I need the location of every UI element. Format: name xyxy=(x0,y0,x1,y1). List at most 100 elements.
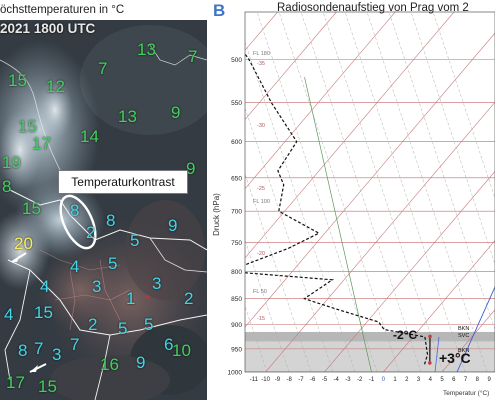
temperature-tick-label: -5 xyxy=(322,377,328,383)
temperature-label: 17 xyxy=(32,134,51,153)
contrast-highlight-ellipse xyxy=(59,194,97,250)
temperature-axis-label: Temperatur (°C) xyxy=(443,390,490,397)
temperature-label: 15 xyxy=(8,71,27,90)
temperature-label: 5 xyxy=(144,315,154,334)
isotherm-line xyxy=(324,170,495,372)
temperature-label: 7 xyxy=(188,47,198,66)
map-title: öchsttemperaturen in °C xyxy=(0,0,207,20)
cloud-label-bkn-1: BKN xyxy=(458,326,470,332)
sounding-series-0 xyxy=(245,52,429,366)
temperature-tick-label: 3 xyxy=(417,377,421,383)
temperature-label: 20 xyxy=(14,234,33,253)
temperature-tick-label: -9 xyxy=(275,377,281,383)
isotherm-line xyxy=(383,240,495,372)
temperature-label: 4 xyxy=(70,257,80,276)
temperature-label: 16 xyxy=(100,355,119,374)
temperature-label: 8 xyxy=(70,201,80,220)
temperature-label: 19 xyxy=(2,153,21,172)
temperature-label: 15 xyxy=(38,377,57,396)
wind-trace-line xyxy=(456,285,495,372)
dry-adiabat-line xyxy=(256,12,378,372)
temperature-label: 17 xyxy=(6,373,25,392)
temperature-label: 3 xyxy=(92,277,102,296)
temperature-tick-label: -1 xyxy=(369,377,375,383)
pressure-tick-label: 1000 xyxy=(228,370,243,377)
temperature-label: 13 xyxy=(118,107,137,126)
temperature-label: 2 xyxy=(88,315,98,334)
temperature-label: 1 xyxy=(126,289,136,308)
cloud-label-svc: SVC xyxy=(458,333,470,339)
temperature-tick-label: 9 xyxy=(487,377,491,383)
pressure-tick-label: 750 xyxy=(231,240,242,247)
annotation-minus-2: -2°C xyxy=(393,328,418,342)
temperature-label: 14 xyxy=(80,127,99,146)
isotherm-line xyxy=(245,12,396,190)
cloud-label-bkn-2: BKN xyxy=(458,348,470,354)
temperature-tick-label: -10 xyxy=(261,377,270,383)
temperature-tick-label: 7 xyxy=(464,377,468,383)
temperature-label: 15 xyxy=(22,199,41,218)
temperature-label: 8 xyxy=(2,177,12,196)
flight-level-label: FL 100 xyxy=(253,199,270,205)
temperature-tick-label: 5 xyxy=(440,377,444,383)
satellite-background xyxy=(0,0,207,400)
dry-adiabat-line xyxy=(432,12,495,199)
pressure-tick-label: 550 xyxy=(231,100,242,107)
temperature-label: 9 xyxy=(136,353,146,372)
isotherm-line xyxy=(245,32,495,328)
temperature-tick-label: 6 xyxy=(452,377,456,383)
temperature-label: 9 xyxy=(168,216,178,235)
pressure-tick-label: 850 xyxy=(231,296,242,303)
temperature-label: 5 xyxy=(118,319,128,338)
temperature-tick-label: 8 xyxy=(476,377,480,383)
mixing-ratio-line xyxy=(304,77,372,372)
lower-trace-line xyxy=(434,336,440,372)
dry-adiabat-line xyxy=(322,12,444,372)
temperature-label: 4 xyxy=(40,277,50,296)
temperature-tick-label: -3 xyxy=(345,377,351,383)
isotherm-line xyxy=(265,101,495,372)
temperature-label: 13 xyxy=(137,40,156,59)
temperature-tick-label: -4 xyxy=(334,377,340,383)
temperature-label: 2 xyxy=(86,223,96,242)
flight-level-label: FL 180 xyxy=(253,51,270,57)
marker-plus-3 xyxy=(428,361,432,365)
temperature-label: 7 xyxy=(70,335,80,354)
pressure-tick-label: 600 xyxy=(231,139,242,146)
dry-adiabat-line xyxy=(344,12,466,372)
temperature-tick-label: 2 xyxy=(405,377,409,383)
temperature-label: 5 xyxy=(108,254,118,273)
temperature-tick-label: 0 xyxy=(382,377,386,383)
dry-adiabat-line xyxy=(245,107,334,372)
dry-adiabat-line xyxy=(300,12,422,372)
radiosonde-panel: 500 550 600 650 700 750 800 850 900 950 1000 -11 -10… xyxy=(207,0,495,400)
temperature-label: 3 xyxy=(52,345,62,364)
plot-frame xyxy=(244,11,495,373)
temperature-label: 15 xyxy=(34,303,53,322)
isotherm-line xyxy=(441,309,495,372)
pressure-tick-label: 700 xyxy=(231,209,242,216)
temperature-label: 6 xyxy=(164,335,174,354)
isotherm-label: -15 xyxy=(257,316,265,322)
marker-minus-2 xyxy=(428,334,432,339)
panel-letter: B xyxy=(213,1,226,20)
inversion-band-dark xyxy=(245,331,495,342)
temperature-label: 8 xyxy=(106,211,116,230)
pressure-axis-label: Druck (hPa) xyxy=(211,193,221,236)
temperature-tick-label: 1 xyxy=(393,377,397,383)
skew-t-plot-area xyxy=(245,12,495,372)
temperature-tick-label: -2 xyxy=(357,377,363,383)
temperature-tick-label: -7 xyxy=(298,377,304,383)
temperature-label: 12 xyxy=(46,77,65,96)
pressure-tick-label: 650 xyxy=(231,175,242,182)
temperature-label: 4 xyxy=(4,305,14,324)
temperature-label: 10 xyxy=(172,341,191,360)
radiosonde-title: Radiosondenaufstieg von Prag vom 2 xyxy=(277,2,469,14)
isotherm-label: -25 xyxy=(257,186,265,192)
map-date: 2021 1800 UTC xyxy=(0,21,96,36)
temperature-tick-label: -11 xyxy=(250,377,259,383)
temperature-tick-label: 4 xyxy=(429,377,433,383)
isotherm-label: -20 xyxy=(257,251,265,257)
temperaturkontrast-callout: Temperaturkontrast xyxy=(58,170,188,194)
pressure-tick-label: 500 xyxy=(231,57,242,64)
